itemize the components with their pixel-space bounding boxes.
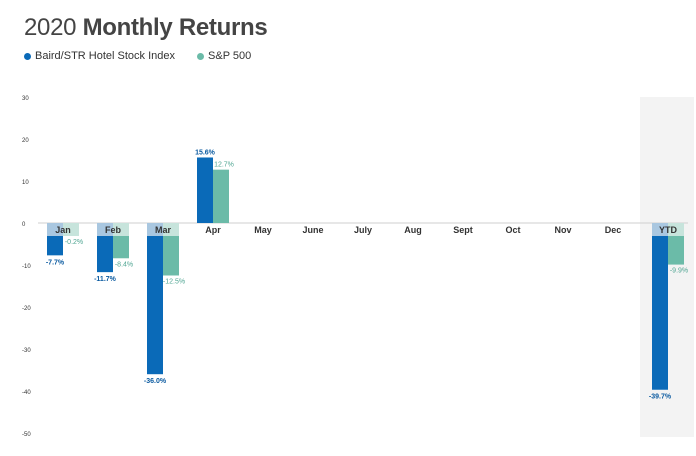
- data-label-baird: -11.7%: [94, 276, 117, 283]
- data-label-sp500: -12.5%: [163, 279, 185, 286]
- category-band-baird: [47, 223, 63, 236]
- x-tick-label: Aug: [404, 225, 422, 235]
- data-label-baird: -39.7%: [649, 394, 672, 401]
- x-tick-label: Jan: [55, 225, 71, 235]
- x-tick-label: Nov: [554, 225, 571, 235]
- y-tick-label: -50: [22, 432, 31, 438]
- x-tick-label: May: [254, 225, 272, 235]
- data-label-sp500: 12.7%: [214, 162, 234, 169]
- y-tick-label: 30: [22, 96, 29, 102]
- bar-sp500: [163, 236, 179, 276]
- category-band-baird: [652, 223, 668, 236]
- legend-item-baird: Baird/STR Hotel Stock Index: [24, 50, 175, 62]
- bar-baird: [147, 236, 163, 375]
- category-band-sp500: [113, 223, 129, 236]
- bar-baird: [197, 157, 213, 223]
- bar-sp500: [213, 169, 229, 223]
- y-tick-label: -20: [22, 306, 31, 312]
- category-band-baird: [147, 223, 163, 236]
- data-label-sp500: -9.9%: [670, 268, 688, 275]
- x-tick-label: Sept: [453, 225, 473, 235]
- x-tick-label: Dec: [605, 225, 622, 235]
- y-tick-label: -40: [22, 390, 31, 396]
- x-tick-label: July: [354, 225, 372, 235]
- y-tick-label: -30: [22, 348, 31, 354]
- legend-label-baird: Baird/STR Hotel Stock Index: [35, 50, 176, 62]
- legend: Baird/STR Hotel Stock Index S&P 500: [24, 50, 251, 62]
- x-tick-label: Apr: [205, 225, 221, 235]
- legend-item-sp500: S&P 500: [197, 50, 251, 62]
- x-tick-label: YTD: [659, 225, 678, 235]
- bar-baird: [97, 236, 113, 273]
- chart-title: 2020 Monthly Returns: [24, 14, 268, 42]
- y-tick-label: 0: [22, 222, 26, 228]
- x-tick-label: Feb: [105, 225, 122, 235]
- category-band-baird: [97, 223, 113, 236]
- category-band-sp500: [668, 223, 684, 236]
- category-band-sp500: [163, 223, 179, 236]
- legend-swatch-sp500: [197, 52, 205, 60]
- bar-sp500: [113, 236, 129, 259]
- bar-sp500: [668, 236, 684, 265]
- y-tick-label: 10: [22, 180, 29, 186]
- data-label-sp500: -8.4%: [115, 261, 133, 268]
- x-tick-label: Oct: [505, 225, 520, 235]
- category-band-sp500: [63, 223, 79, 236]
- x-tick-label: Mar: [155, 225, 172, 235]
- x-tick-label: June: [302, 225, 323, 235]
- bar-baird: [47, 236, 63, 256]
- data-label-baird: -36.0%: [144, 378, 167, 385]
- y-tick-label: 20: [22, 138, 29, 144]
- y-tick-label: -10: [22, 264, 31, 270]
- legend-swatch-baird: [24, 52, 31, 60]
- title-year: 2020: [24, 14, 77, 41]
- data-label-baird: 15.6%: [195, 149, 216, 156]
- title-rest: Monthly Returns: [82, 14, 268, 41]
- data-label-baird: -7.7%: [46, 259, 65, 266]
- legend-label-sp500: S&P 500: [208, 50, 252, 62]
- data-label-sp500: -0.2%: [65, 239, 83, 246]
- bar-baird: [652, 236, 668, 390]
